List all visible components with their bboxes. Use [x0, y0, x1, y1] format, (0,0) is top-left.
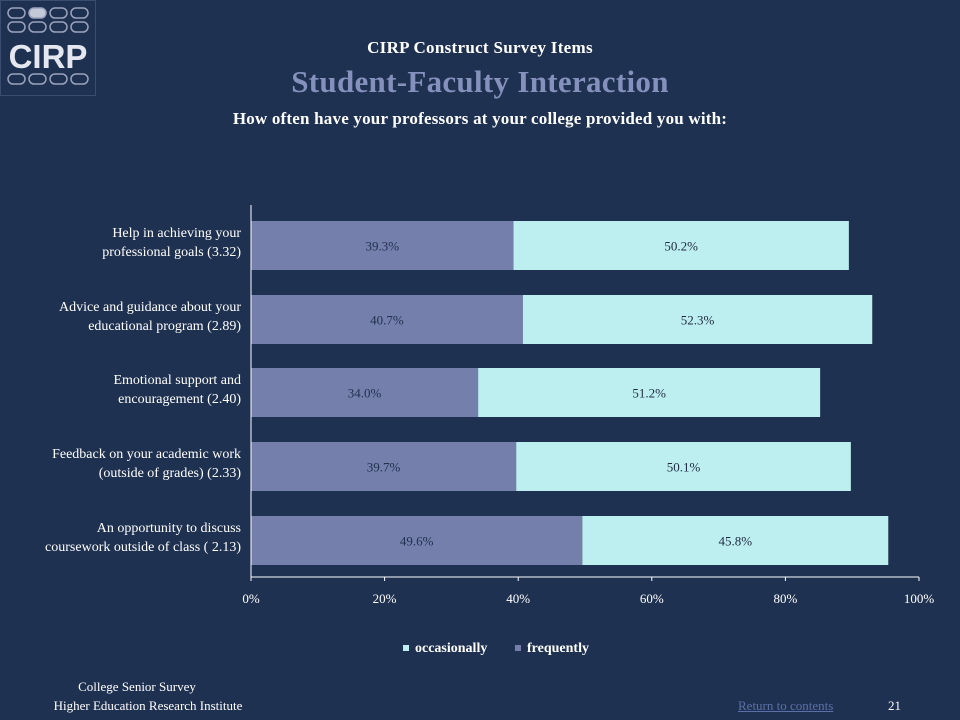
bar-frequently-4 [251, 516, 583, 565]
cirp-logo: CIRP [0, 0, 96, 96]
data-label-occasionally-1: 52.3% [681, 313, 715, 328]
x-tick-label-2: 40% [506, 591, 530, 606]
category-label-3-line-0: Feedback on your academic work [52, 447, 241, 462]
footer-institute-name: Higher Education Research Institute [53, 698, 243, 713]
category-label-3-line-1: (outside of grades) (2.33) [99, 466, 242, 481]
x-tick-label-5: 100% [904, 591, 935, 606]
bar-frequently-1 [251, 295, 523, 344]
category-label-0-line-1: professional goals (3.32) [102, 245, 241, 260]
legend-label-frequently: frequently [527, 641, 589, 656]
x-tick-label-3: 60% [640, 591, 664, 606]
data-label-occasionally-2: 51.2% [632, 386, 666, 401]
survey-question: How often have your professors at your c… [232, 109, 728, 128]
stacked-bar-chart: 39.3% 50.2% Help in achieving your professi… [45, 205, 935, 656]
category-label-4-line-0: An opportunity to discuss [97, 521, 241, 536]
page-number: 21 [888, 698, 901, 713]
bar-occasionally-4 [582, 516, 889, 565]
logo-text: CIRP [9, 38, 88, 75]
bar-occasionally-2 [478, 368, 821, 417]
data-label-frequently-4: 49.6% [400, 534, 434, 549]
category-label-1-line-1: educational program (2.89) [88, 319, 241, 334]
legend-swatch-frequently [515, 645, 521, 651]
category-label-2-line-1: encouragement (2.40) [118, 392, 241, 407]
bar-frequently-3 [251, 442, 517, 491]
category-label-4-line-1: coursework outside of class ( 2.13) [45, 540, 241, 555]
data-label-frequently-0: 39.3% [365, 239, 399, 254]
bar-frequently-0 [251, 221, 514, 270]
data-label-frequently-3: 39.7% [367, 460, 401, 475]
data-label-frequently-1: 40.7% [370, 313, 404, 328]
x-tick-label-4: 80% [773, 591, 797, 606]
category-label-0-line-0: Help in achieving your [112, 226, 241, 241]
data-label-occasionally-3: 50.1% [667, 460, 701, 475]
legend-label-occasionally: occasionally [415, 641, 487, 656]
bar-occasionally-3 [516, 442, 851, 491]
pre-title: CIRP Construct Survey Items [367, 38, 593, 57]
category-label-1-line-0: Advice and guidance about your [59, 300, 241, 315]
x-tick-label-0: 0% [242, 591, 260, 606]
return-to-contents-link[interactable]: Return to contents [738, 698, 834, 713]
legend-swatch-occasionally [403, 645, 409, 651]
footer-survey-name: College Senior Survey [78, 679, 196, 694]
data-label-occasionally-4: 45.8% [719, 534, 753, 549]
cirp-logo-graphic: CIRP [0, 0, 96, 96]
category-label-2-line-0: Emotional support and [113, 373, 241, 388]
bar-frequently-2 [251, 368, 479, 417]
page-title: Student-Faculty Interaction [291, 64, 669, 99]
bar-occasionally-1 [522, 295, 873, 344]
data-label-occasionally-0: 50.2% [664, 239, 698, 254]
x-tick-label-1: 20% [373, 591, 397, 606]
data-label-frequently-2: 34.0% [348, 386, 382, 401]
bar-occasionally-0 [513, 221, 849, 270]
